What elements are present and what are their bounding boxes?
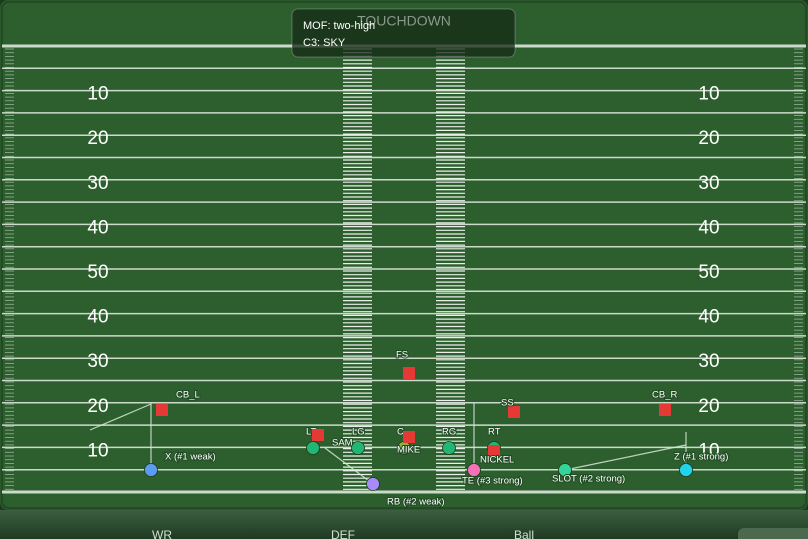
yard-number: 10 bbox=[698, 440, 719, 461]
defender[interactable] bbox=[312, 429, 324, 441]
overlay-line: MOF: two-high bbox=[303, 20, 375, 32]
tab[interactable]: Ball bbox=[514, 528, 534, 539]
yard-number: 20 bbox=[87, 396, 108, 417]
tab-bar bbox=[0, 510, 808, 539]
defender[interactable] bbox=[403, 367, 415, 379]
offensive-player[interactable] bbox=[442, 441, 456, 455]
yard-number: 10 bbox=[698, 84, 719, 105]
offensive-player[interactable] bbox=[366, 477, 380, 491]
offensive-player[interactable] bbox=[144, 463, 158, 477]
yard-number: 30 bbox=[698, 173, 719, 194]
player-label: TE (#3 strong) bbox=[462, 476, 523, 487]
player-label: SAM bbox=[332, 438, 353, 449]
player-label: Z (#1 strong) bbox=[674, 452, 728, 463]
tab[interactable]: DEF bbox=[331, 528, 355, 539]
player-label: X (#1 weak) bbox=[165, 452, 216, 463]
offensive-player[interactable] bbox=[467, 463, 481, 477]
overlay-line: C3: SKY bbox=[303, 37, 346, 49]
routes bbox=[89, 403, 687, 485]
player-label: MIKE bbox=[397, 445, 420, 456]
field-border bbox=[1, 1, 807, 509]
yard-number: 30 bbox=[87, 351, 108, 372]
player-label: RG bbox=[442, 427, 456, 438]
defender[interactable] bbox=[403, 431, 415, 443]
yard-number: 10 bbox=[87, 440, 108, 461]
yard-number: 40 bbox=[87, 217, 108, 238]
end-zone-label: TOUCHDOWN bbox=[357, 13, 451, 29]
defender[interactable] bbox=[156, 404, 168, 416]
coverage-overlay bbox=[291, 8, 516, 58]
player-label: FS bbox=[396, 350, 408, 361]
yard-number: 30 bbox=[698, 351, 719, 372]
yard-number: 40 bbox=[87, 307, 108, 328]
player-label: CB_R bbox=[652, 390, 677, 401]
player-label: C bbox=[397, 427, 404, 438]
yard-number: 20 bbox=[698, 396, 719, 417]
yard-number: 50 bbox=[698, 262, 719, 283]
player-label: LG bbox=[352, 427, 365, 438]
defender[interactable] bbox=[508, 406, 520, 418]
yard-number: 40 bbox=[698, 307, 719, 328]
yard-number: 20 bbox=[698, 128, 719, 149]
offensive-player[interactable] bbox=[306, 441, 320, 455]
tab[interactable]: WR bbox=[152, 528, 172, 539]
player-label: CB_L bbox=[176, 390, 200, 401]
player-label: SLOT (#2 strong) bbox=[552, 474, 625, 485]
defender[interactable] bbox=[488, 445, 500, 457]
tab-button[interactable] bbox=[738, 528, 808, 539]
offensive-player[interactable] bbox=[679, 463, 693, 477]
offensive-player[interactable] bbox=[351, 441, 365, 455]
yard-number: 30 bbox=[87, 173, 108, 194]
player-label: RT bbox=[488, 427, 501, 438]
player-label: SS bbox=[501, 398, 514, 409]
yard-number: 50 bbox=[87, 262, 108, 283]
defender[interactable] bbox=[659, 404, 671, 416]
yard-number: 20 bbox=[87, 128, 108, 149]
player-label: RB (#2 weak) bbox=[387, 497, 445, 508]
offensive-player[interactable] bbox=[558, 463, 572, 477]
player-label: NICKEL bbox=[480, 455, 514, 466]
yard-number: 10 bbox=[87, 84, 108, 105]
yard-number: 40 bbox=[698, 217, 719, 238]
